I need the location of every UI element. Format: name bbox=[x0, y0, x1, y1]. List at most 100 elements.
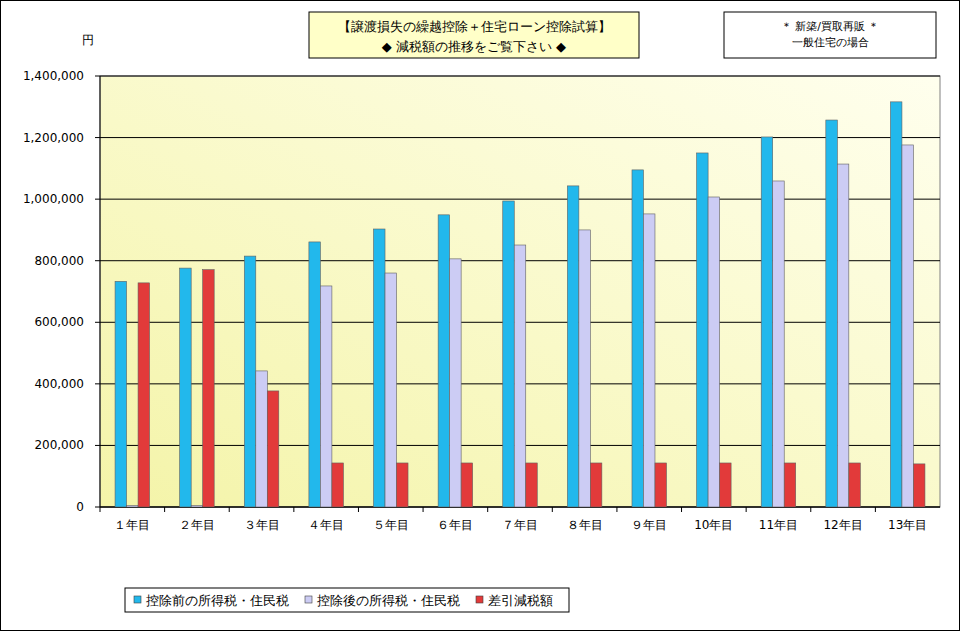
chart: 0 200,000 400,000 600,000 800,000 1,000,000 1,… bbox=[0, 0, 960, 631]
tick bbox=[810, 507, 811, 512]
tick bbox=[95, 322, 100, 323]
tick bbox=[746, 507, 747, 512]
bar bbox=[902, 145, 914, 507]
bar bbox=[826, 120, 838, 507]
tick-label: ６年目 bbox=[437, 518, 473, 532]
bar bbox=[244, 256, 256, 507]
bar bbox=[397, 463, 409, 507]
bar bbox=[450, 259, 462, 507]
tick-label: 0 bbox=[76, 500, 84, 514]
bar bbox=[203, 270, 215, 507]
bar bbox=[332, 463, 344, 507]
tick bbox=[95, 507, 100, 508]
bar bbox=[138, 283, 150, 507]
legend-label: 控除前の所得税・住民税 bbox=[146, 593, 289, 608]
tick bbox=[229, 507, 230, 512]
legend-box bbox=[125, 588, 569, 612]
tick-label: 10年目 bbox=[694, 518, 733, 532]
tick-label: 12年目 bbox=[823, 518, 862, 532]
bar bbox=[191, 505, 203, 507]
tick-label: 1,000,000 bbox=[23, 192, 84, 206]
legend-swatch bbox=[305, 596, 312, 603]
grid-line bbox=[100, 76, 940, 77]
grid-line bbox=[100, 199, 940, 200]
bar bbox=[632, 170, 644, 507]
bar bbox=[267, 391, 279, 507]
bar bbox=[127, 505, 139, 507]
bar bbox=[180, 268, 192, 507]
bar bbox=[514, 245, 526, 507]
bar bbox=[590, 463, 602, 507]
tick-label: 800,000 bbox=[34, 254, 84, 268]
bar bbox=[579, 230, 591, 507]
bar bbox=[849, 463, 861, 507]
legend: 控除前の所得税・住民税 控除後の所得税・住民税 差引減税額 bbox=[125, 588, 569, 612]
bar bbox=[374, 229, 386, 507]
bar bbox=[837, 164, 849, 507]
bar bbox=[385, 273, 397, 507]
annotation: ＊ 新築/買取再販 ＊ bbox=[781, 20, 880, 33]
tick-label: 11年目 bbox=[759, 518, 798, 532]
tick-label: ２年目 bbox=[179, 518, 215, 532]
y-axis bbox=[100, 76, 101, 507]
bar bbox=[697, 153, 709, 507]
bar bbox=[643, 214, 655, 507]
tick bbox=[95, 76, 100, 77]
note-box bbox=[724, 12, 936, 58]
tick bbox=[95, 199, 100, 200]
frame bbox=[1, 1, 960, 631]
bar bbox=[784, 463, 796, 507]
tick bbox=[100, 507, 101, 512]
tick bbox=[293, 507, 294, 512]
plot-area bbox=[100, 76, 940, 507]
bar bbox=[256, 371, 267, 507]
tick bbox=[358, 507, 359, 512]
title: 【譲渡損失の繰越控除＋住宅ローン控除試算】 bbox=[338, 19, 611, 34]
tick bbox=[616, 507, 617, 512]
legend-label: 差引減税額 bbox=[488, 593, 553, 608]
tick-label: 200,000 bbox=[34, 438, 84, 452]
grid-line bbox=[100, 137, 940, 138]
tick-label: １年目 bbox=[114, 518, 150, 532]
tick-label: 1,200,000 bbox=[23, 131, 84, 145]
tick bbox=[164, 507, 165, 512]
bar bbox=[320, 286, 332, 507]
bar bbox=[461, 463, 473, 507]
bar bbox=[655, 463, 667, 507]
tick-label: ４年目 bbox=[308, 518, 344, 532]
tick-label: ５年目 bbox=[373, 518, 409, 532]
tick bbox=[95, 260, 100, 261]
legend-label: 控除後の所得税・住民税 bbox=[317, 593, 460, 608]
bar bbox=[115, 281, 127, 507]
tick-label: ８年目 bbox=[567, 518, 603, 532]
bar bbox=[720, 463, 732, 507]
tick bbox=[552, 507, 553, 512]
subtitle: ◆ 減税額の推移をご覧下さい ◆ bbox=[382, 39, 566, 54]
bar bbox=[708, 197, 720, 507]
bar bbox=[526, 463, 538, 507]
tick-label: ７年目 bbox=[502, 518, 538, 532]
tick bbox=[875, 507, 876, 512]
bar bbox=[773, 181, 785, 507]
tick bbox=[423, 507, 424, 512]
tick bbox=[487, 507, 488, 512]
tick bbox=[95, 137, 100, 138]
bar bbox=[567, 186, 579, 507]
tick bbox=[95, 445, 100, 446]
bar bbox=[503, 201, 515, 507]
legend-swatch bbox=[134, 596, 141, 603]
bar bbox=[761, 137, 773, 507]
annotation: 一般住宅の場合 bbox=[792, 36, 869, 49]
title-box bbox=[309, 12, 639, 58]
tick-label: 400,000 bbox=[34, 377, 84, 391]
tick-label: 13年目 bbox=[888, 518, 927, 532]
bar bbox=[890, 102, 902, 507]
bar bbox=[309, 242, 321, 507]
bar bbox=[913, 464, 925, 507]
tick-label: ９年目 bbox=[631, 518, 667, 532]
tick-label: 600,000 bbox=[34, 315, 84, 329]
axis-label: 円 bbox=[82, 33, 94, 47]
tick bbox=[95, 383, 100, 384]
tick-label: ３年目 bbox=[244, 518, 280, 532]
legend-swatch bbox=[476, 596, 483, 603]
